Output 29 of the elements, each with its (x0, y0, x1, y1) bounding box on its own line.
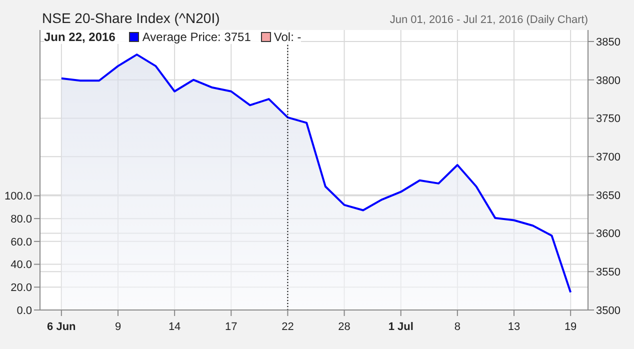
x-tick-label: 19 (564, 321, 577, 333)
y2-tick-label: 100.0 (4, 190, 32, 203)
x-tick-label: 17 (225, 321, 238, 333)
y-tick-label: 3500 (596, 304, 620, 317)
y-tick-label: 3700 (596, 151, 620, 164)
y-tick-label: 3750 (596, 113, 620, 126)
y-tick-label: 3850 (596, 36, 620, 48)
x-tick-label: 22 (282, 321, 294, 333)
x-tick-label: 8 (454, 321, 460, 333)
y2-tick-label: 40.0 (10, 259, 32, 272)
x-tick-label: 28 (338, 321, 350, 333)
x-tick-label: 1 Jul (388, 321, 414, 333)
annotation: Jun 22, 2016 (44, 30, 116, 44)
y2-tick-label: 20.0 (10, 282, 32, 294)
y2-tick-label: 0.0 (16, 304, 32, 317)
x-tick-label: 14 (168, 321, 181, 333)
y2-tick-label: 60.0 (10, 236, 32, 248)
x-tick-label: 13 (508, 321, 520, 333)
legend-label: Vol: - (274, 30, 302, 44)
legend-label: Average Price: 3751 (142, 30, 251, 44)
y2-tick-label: 80.0 (10, 213, 32, 226)
x-tick-label: 6 Jun (47, 321, 76, 333)
y-tick-label: 3800 (596, 74, 620, 87)
x-tick-label: 9 (114, 321, 122, 333)
y-tick-label: 3600 (596, 228, 620, 240)
y-tick-label: 3650 (596, 190, 620, 202)
chart-subtitle: Jun 01, 2016 - Jul 21, 2016 (Daily Chart) (390, 14, 588, 26)
y-tick-label: 3550 (596, 266, 620, 279)
chart-title: NSE 20-Share Index (^N20I) (42, 10, 220, 26)
